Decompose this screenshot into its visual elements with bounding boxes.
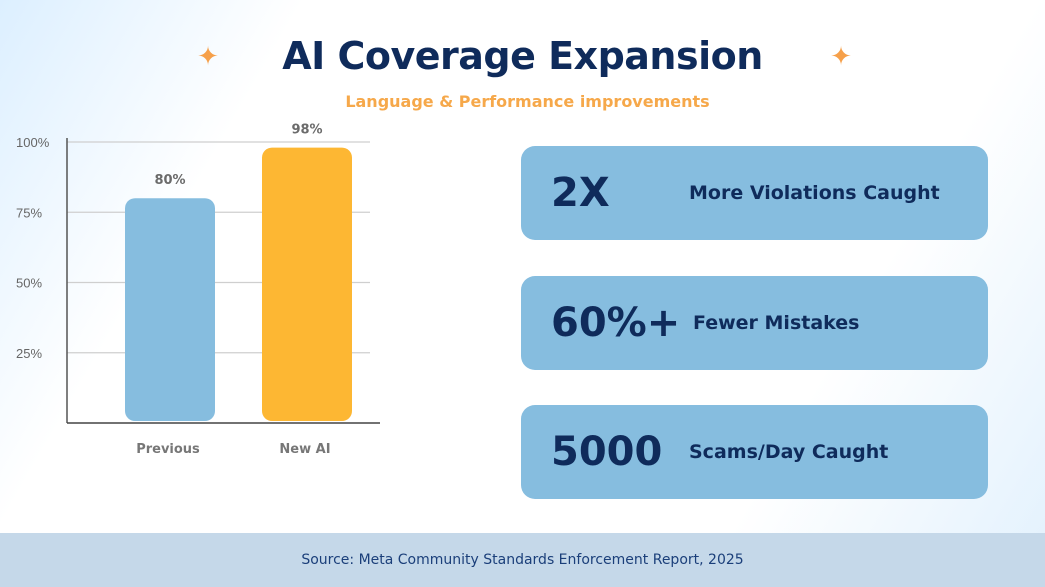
y-tick-label: 50% — [16, 276, 42, 291]
sparkle-icon-left: ✦ — [197, 42, 219, 72]
y-tick-label: 75% — [16, 205, 42, 220]
stat-value: 2X — [551, 170, 610, 216]
stat-value: 60%+ — [551, 300, 681, 346]
bar-chart: 25% 50% 75% 100% 80% Previous 98% New AI — [16, 123, 380, 457]
data-label: 98% — [291, 123, 322, 138]
stat-label: Scams/Day Caught — [689, 441, 889, 463]
y-tick-label: 100% — [16, 135, 50, 150]
stat-card-violations: 2X More Violations Caught — [521, 146, 988, 240]
x-tick-label: New AI — [279, 442, 330, 457]
stat-value: 5000 — [551, 429, 663, 475]
page-title: AI Coverage Expansion — [282, 34, 763, 78]
bar-new-ai — [262, 147, 352, 421]
y-tick-label: 25% — [16, 346, 42, 361]
x-tick-label: Previous — [136, 442, 200, 457]
bar-previous — [125, 198, 215, 421]
stat-card-scams: 5000 Scams/Day Caught — [521, 405, 988, 499]
sparkle-icon-right: ✦ — [830, 42, 852, 72]
source-footer: Source: Meta Community Standards Enforce… — [0, 533, 1045, 587]
stat-label: Fewer Mistakes — [693, 312, 860, 334]
data-label: 80% — [154, 173, 185, 188]
page-subtitle: Language & Performance improvements — [345, 92, 710, 111]
stat-card-mistakes: 60%+ Fewer Mistakes — [521, 276, 988, 370]
source-text: Source: Meta Community Standards Enforce… — [301, 552, 744, 568]
stat-label: More Violations Caught — [689, 182, 940, 204]
